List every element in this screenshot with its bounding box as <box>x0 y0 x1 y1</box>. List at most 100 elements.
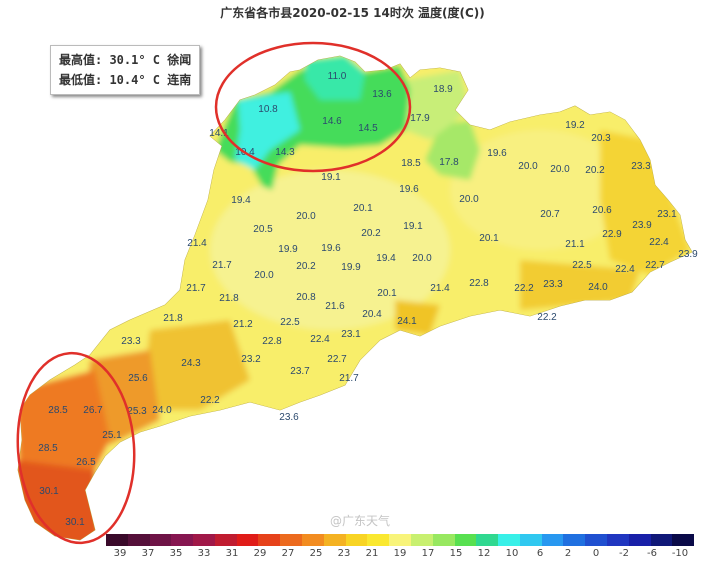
colorbar-swatch <box>367 534 390 546</box>
temperature-label: 10.8 <box>258 104 278 115</box>
colorbar-tick: 27 <box>281 548 295 559</box>
colorbar-swatch <box>563 534 586 546</box>
colorbar-tick: 21 <box>365 548 379 559</box>
temperature-label: 23.1 <box>657 209 677 220</box>
temperature-label: 25.3 <box>127 406 147 417</box>
annotation-circle-north <box>214 41 412 173</box>
temperature-label: 23.9 <box>632 220 652 231</box>
temperature-label: 19.4 <box>376 253 396 264</box>
temperature-label: 20.4 <box>362 309 382 320</box>
temperature-label: 22.4 <box>615 264 635 275</box>
colorbar-swatch <box>389 534 411 546</box>
colorbar-tick: 12 <box>477 548 491 559</box>
colorbar-tick: 31 <box>225 548 239 559</box>
temperature-label: 20.2 <box>585 165 605 176</box>
colorbar-swatch <box>410 534 433 546</box>
colorbar-swatch <box>650 534 673 546</box>
max-value-line: 最高值: 30.1° C 徐闻 <box>59 53 192 67</box>
temperature-label: 24.1 <box>397 316 417 327</box>
temperature-label: 22.2 <box>514 283 534 294</box>
temperature-label: 14.3 <box>275 147 295 158</box>
colorbar-swatch <box>454 534 477 546</box>
temperature-label: 28.5 <box>48 405 68 416</box>
temperature-label: 23.9 <box>678 249 698 260</box>
colorbar-tick: 23 <box>337 548 351 559</box>
temperature-label: 26.7 <box>83 405 103 416</box>
colorbar-swatch <box>585 534 607 546</box>
temperature-label: 19.6 <box>399 184 419 195</box>
colorbar-swatch <box>498 534 520 546</box>
colorbar <box>106 534 695 546</box>
colorbar-tick: 17 <box>421 548 435 559</box>
colorbar-tick: 6 <box>536 548 544 559</box>
temperature-label: 13.6 <box>372 89 392 100</box>
colorbar-swatch <box>302 534 324 546</box>
map-title: 广东省各市县2020-02-15 14时次 温度(度(C)) <box>220 6 485 20</box>
temperature-label: 21.7 <box>212 260 232 271</box>
colorbar-swatch <box>280 534 303 546</box>
temperature-label: 22.8 <box>262 336 282 347</box>
temperature-label: 22.5 <box>280 317 300 328</box>
temperature-label: 22.9 <box>602 229 622 240</box>
colorbar-tick: 35 <box>169 548 183 559</box>
temperature-label: 18.5 <box>401 158 421 169</box>
min-value-line: 最低值: 10.4° C 连南 <box>59 73 192 87</box>
temperature-label: 21.7 <box>339 373 359 384</box>
colorbar-tick: 15 <box>449 548 463 559</box>
temperature-label: 19.6 <box>321 243 341 254</box>
temperature-label: 19.1 <box>321 172 341 183</box>
temperature-label: 20.0 <box>412 253 432 264</box>
temperature-label: 23.3 <box>631 161 651 172</box>
temperature-label: 23.6 <box>279 412 299 423</box>
temperature-label: 24.0 <box>152 405 172 416</box>
temperature-label: 23.3 <box>543 279 563 290</box>
colorbar-tick: -2 <box>619 548 629 559</box>
temperature-label: 22.4 <box>310 334 330 345</box>
colorbar-swatch <box>323 534 346 546</box>
colorbar-swatch <box>345 534 368 546</box>
temperature-label: 22.4 <box>649 237 669 248</box>
temperature-label: 25.1 <box>102 430 122 441</box>
temperature-label: 20.0 <box>550 164 570 175</box>
temperature-label: 21.8 <box>163 313 183 324</box>
colorbar-tick: 2 <box>564 548 572 559</box>
temperature-label: 26.5 <box>76 457 96 468</box>
temperature-label: 23.7 <box>290 366 310 377</box>
temperature-label: 23.3 <box>121 336 141 347</box>
colorbar-swatch <box>476 534 499 546</box>
temperature-label: 20.3 <box>591 133 611 144</box>
temperature-label: 20.0 <box>459 194 479 205</box>
temperature-label: 22.7 <box>645 260 665 271</box>
temperature-label: 19.9 <box>278 244 298 255</box>
temperature-label: 20.6 <box>592 205 612 216</box>
colorbar-swatch <box>214 534 237 546</box>
temperature-label: 20.1 <box>479 233 499 244</box>
temperature-label: 23.2 <box>241 354 261 365</box>
colorbar-tick: -6 <box>647 548 657 559</box>
temperature-label: 23.1 <box>341 329 361 340</box>
temperature-label: 19.4 <box>231 195 251 206</box>
colorbar-swatch <box>628 534 651 546</box>
colorbar-swatch <box>606 534 629 546</box>
temperature-label: 20.0 <box>518 161 538 172</box>
temperature-label: 20.0 <box>254 270 274 281</box>
watermark: @广东天气 <box>330 514 391 528</box>
colorbar-tick: 19 <box>393 548 407 559</box>
stats-box: 最高值: 30.1° C 徐闻 最低值: 10.4° C 连南 <box>50 45 201 95</box>
colorbar-tick: -10 <box>671 548 689 559</box>
colorbar-swatch <box>258 534 281 546</box>
colorbar-swatch <box>193 534 215 546</box>
temperature-label: 22.5 <box>572 260 592 271</box>
colorbar-ticks: 39 37 35 33 31 29 27 25 23 21 19 17 15 12 10 6 2 0 -2 -6 -10 <box>106 548 694 562</box>
temperature-label: 20.1 <box>377 288 397 299</box>
temperature-label: 14.5 <box>358 123 378 134</box>
colorbar-swatch <box>672 534 695 546</box>
temperature-label: 20.0 <box>296 211 316 222</box>
colorbar-swatch <box>541 534 564 546</box>
temperature-label: 17.9 <box>410 113 430 124</box>
temperature-label: 22.8 <box>469 278 489 289</box>
annotation-circle-southwest <box>16 351 136 545</box>
colorbar-tick: 33 <box>197 548 211 559</box>
temperature-label: 19.6 <box>487 148 507 159</box>
